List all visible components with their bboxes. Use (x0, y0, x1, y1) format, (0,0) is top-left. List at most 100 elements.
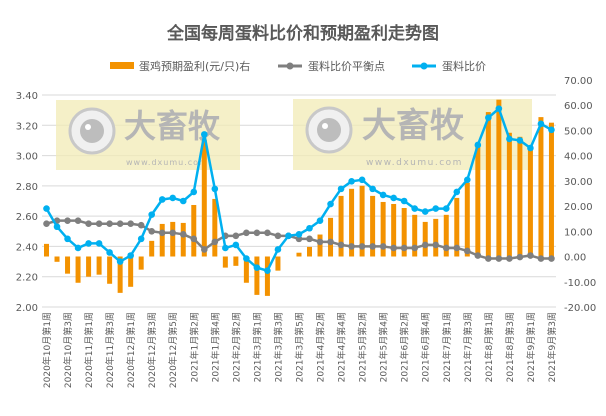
watermark-url: www.dxumu.com (126, 158, 208, 167)
ratio-point (212, 186, 219, 193)
ratio-point (190, 189, 197, 196)
profit-bar (76, 257, 81, 283)
x-axis-tick-label: 2020年10月第3周 (62, 312, 74, 388)
ratio-point (401, 198, 408, 205)
profit-bar (423, 222, 428, 257)
breakeven-point (348, 243, 355, 250)
x-axis-tick-label: 2021年9月第1周 (525, 312, 537, 382)
profit-bar (44, 244, 49, 257)
breakeven-point (190, 236, 197, 243)
breakeven-point (43, 220, 50, 227)
profit-bar (107, 257, 112, 284)
profit-bar (212, 199, 217, 257)
breakeven-point (422, 242, 429, 249)
right-axis-tick-label: -20.00 (564, 303, 596, 314)
profit-bar (254, 257, 259, 295)
breakeven-point (96, 220, 103, 227)
ratio-point (75, 245, 82, 252)
breakeven-point (517, 254, 524, 261)
profit-bar (517, 137, 522, 257)
x-axis-tick-label: 2020年12月第3周 (146, 312, 158, 388)
breakeven-point (432, 242, 439, 249)
legend-label-breakeven: 蛋料比价平衡点 (308, 59, 385, 73)
profit-bar (170, 222, 175, 257)
profit-bar (496, 100, 501, 257)
profit-bar (149, 241, 154, 257)
breakeven-point (117, 220, 124, 227)
x-axis-tick-label: 2021年6月第2周 (399, 312, 411, 382)
breakeven-point (506, 255, 513, 262)
breakeven-point (169, 230, 176, 237)
breakeven-point (212, 239, 219, 246)
ratio-point (453, 189, 460, 196)
ratio-point (106, 249, 113, 256)
breakeven-point (359, 243, 366, 250)
ratio-point (180, 198, 187, 205)
ratio-point (169, 195, 176, 202)
breakeven-point (201, 246, 208, 253)
breakeven-point (264, 230, 271, 237)
breakeven-point (475, 252, 482, 259)
ratio-point (233, 242, 240, 249)
breakeven-point (243, 230, 250, 237)
right-axis-tick-label: 40.00 (564, 152, 593, 163)
x-axis-tick-label: 2021年5月第4周 (378, 312, 390, 382)
breakeven-point (443, 245, 450, 252)
x-axis-tick-label: 2021年8月第3周 (504, 312, 516, 382)
profit-bar (307, 247, 312, 257)
breakeven-point (485, 255, 492, 262)
profit-bar (202, 140, 207, 257)
x-axis-tick-label: 2021年3月第1周 (251, 312, 263, 382)
ratio-point (422, 208, 429, 215)
profit-bar (139, 257, 144, 270)
breakeven-point (538, 255, 545, 262)
breakeven-point (138, 222, 145, 229)
watermark-1: 大畜牧 www.dxumu.com (56, 100, 240, 170)
breakeven-point (275, 233, 282, 240)
ratio-point (264, 267, 271, 274)
profit-bar (55, 257, 60, 262)
profit-bar (160, 224, 165, 257)
breakeven-point (64, 217, 71, 224)
ratio-point (411, 205, 418, 212)
profit-bar (475, 144, 480, 256)
left-axis-tick-label: 3.20 (16, 121, 38, 132)
legend-label-ratio: 蛋料比价 (442, 59, 486, 73)
profit-bar (223, 257, 228, 268)
x-axis-tick-label: 2021年4月第4周 (336, 312, 348, 382)
profit-bar (128, 257, 133, 287)
legend-marker-breakeven (287, 63, 294, 70)
ratio-point (117, 258, 124, 265)
ratio-point (380, 192, 387, 199)
x-axis-tick-label: 2021年1月第2周 (188, 312, 200, 382)
x-axis-tick-label: 2021年1月第4周 (209, 312, 221, 382)
ratio-point (64, 236, 71, 243)
left-axis-tick-label: 3.40 (16, 91, 38, 102)
ratio-point (464, 177, 471, 184)
profit-bar (549, 123, 554, 257)
ratio-point (432, 205, 439, 212)
profit-bar (528, 148, 533, 257)
profit-bar (486, 112, 491, 256)
breakeven-point (453, 245, 460, 252)
ratio-point (127, 252, 134, 259)
ratio-point (496, 105, 503, 112)
profit-bar (265, 257, 270, 296)
profit-bar (318, 235, 323, 257)
x-axis-tick-label: 2021年6月第4周 (420, 312, 432, 382)
breakeven-point (159, 230, 166, 237)
right-axis-tick-label: 0.00 (564, 253, 586, 264)
ratio-point (148, 211, 155, 218)
right-axis-tick-label: 60.00 (564, 101, 593, 112)
x-axis-tick-label: 2020年11月第1周 (83, 312, 95, 388)
ratio-point (348, 178, 355, 185)
legend-marker-ratio (421, 63, 428, 70)
profit-bar (233, 257, 238, 266)
profit-bar (191, 205, 196, 257)
profit-bar (65, 257, 70, 274)
breakeven-point (306, 236, 313, 243)
ratio-point (506, 136, 513, 143)
breakeven-point (127, 220, 134, 227)
ratio-point (338, 186, 345, 193)
right-axis-tick-label: 70.00 (564, 76, 593, 87)
